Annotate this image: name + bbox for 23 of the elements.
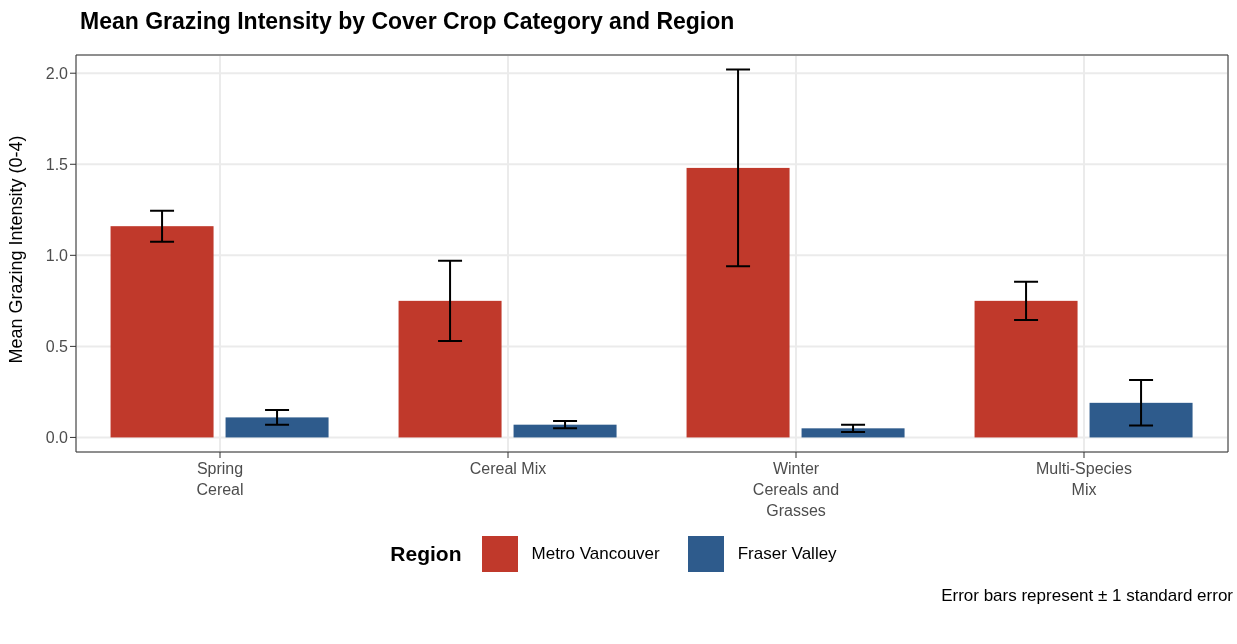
x-tick-label: Multi-Species Mix	[1035, 460, 1133, 498]
chart-title: Mean Grazing Intensity by Cover Crop Category and Region	[80, 8, 736, 36]
bar	[513, 424, 617, 438]
x-tick-label: Cereal Mix	[469, 460, 547, 477]
bar	[225, 417, 329, 438]
y-tick-label: 2.0	[45, 64, 69, 82]
y-tick-label: 0.5	[45, 338, 69, 356]
legend-label: Metro Vancouver	[530, 543, 660, 565]
y-axis-title: Mean Grazing Intensity (0-4)	[6, 135, 27, 364]
bar	[801, 428, 905, 438]
bar	[398, 300, 502, 438]
legend-title: Region	[390, 542, 462, 566]
legend-label: Fraser Valley	[736, 543, 837, 565]
y-tick-label: 1.0	[45, 247, 69, 264]
bar	[1089, 402, 1193, 438]
y-tick-label: 1.5	[45, 155, 69, 173]
x-tick-label: Winter Cereals and Grasses	[752, 460, 840, 519]
y-tick-label: 0.0	[45, 429, 69, 447]
bar	[974, 300, 1078, 438]
x-tick-label: Spring Cereal	[196, 460, 244, 498]
bar	[110, 226, 214, 438]
text: Error bars represent ± 1 standard error	[940, 586, 1233, 606]
bar	[686, 167, 790, 438]
